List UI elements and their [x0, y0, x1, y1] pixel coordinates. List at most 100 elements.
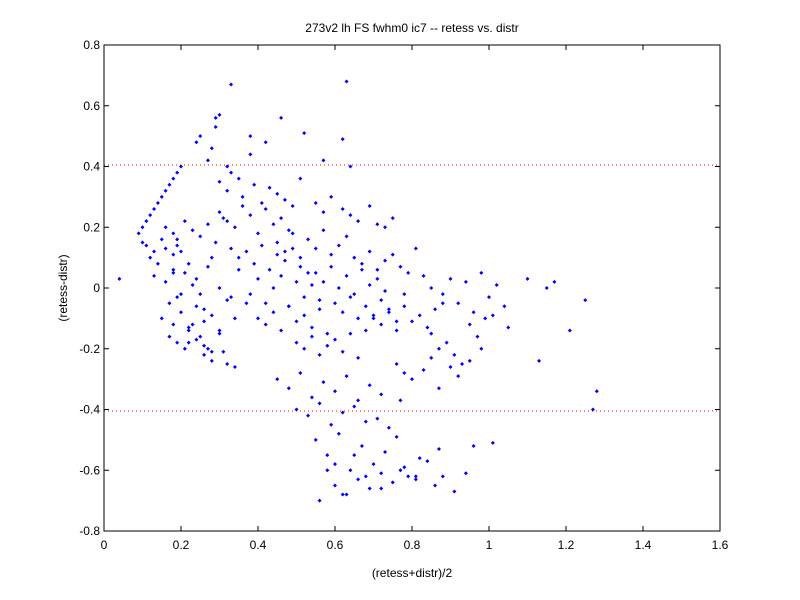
data-point [140, 240, 145, 245]
data-point [494, 282, 499, 287]
data-point [190, 322, 195, 327]
data-point [398, 264, 403, 269]
data-point [175, 340, 180, 345]
data-point [306, 237, 311, 242]
x-tick-label: 1.4 [635, 538, 652, 552]
data-point [282, 197, 287, 202]
data-point [390, 480, 395, 485]
data-point [186, 261, 191, 266]
data-point [429, 355, 434, 360]
data-point [379, 486, 384, 491]
plot-area [104, 45, 720, 531]
data-point [367, 486, 372, 491]
data-point [456, 301, 461, 306]
data-point [456, 374, 461, 379]
data-point [306, 413, 311, 418]
data-point [163, 225, 168, 230]
data-point [159, 316, 164, 321]
data-point [383, 450, 388, 455]
data-point [317, 298, 322, 303]
data-point [194, 337, 199, 342]
data-point [344, 79, 349, 84]
data-point [321, 210, 326, 215]
data-point [452, 352, 457, 357]
data-point [333, 483, 337, 488]
data-point [190, 228, 195, 233]
data-point [487, 295, 491, 300]
data-point [479, 270, 484, 275]
data-point [421, 368, 426, 373]
data-point [406, 474, 411, 479]
data-point [340, 207, 345, 212]
data-point [367, 282, 372, 287]
data-point [333, 462, 337, 467]
data-point [483, 316, 488, 321]
data-point [317, 307, 322, 312]
data-point [209, 255, 214, 260]
data-point [302, 313, 307, 318]
x-tick-label: 1.2 [558, 538, 575, 552]
data-point [356, 355, 361, 360]
data-point [194, 304, 199, 309]
data-point [275, 191, 280, 196]
data-point [155, 200, 160, 205]
data-point [136, 231, 141, 236]
data-point [205, 222, 210, 227]
data-point [179, 292, 183, 297]
data-point [148, 255, 153, 260]
data-point [371, 313, 376, 318]
data-point [171, 322, 176, 327]
data-point [229, 170, 234, 175]
data-point [348, 468, 353, 473]
data-point [467, 358, 472, 363]
data-point [413, 474, 418, 479]
data-point [298, 176, 303, 181]
data-point [252, 182, 257, 187]
data-point [298, 255, 303, 260]
data-point [386, 310, 391, 315]
data-point [263, 322, 268, 327]
data-point [271, 286, 276, 290]
data-point [413, 477, 418, 482]
data-point [325, 331, 330, 336]
data-point [471, 310, 476, 315]
data-point [436, 346, 441, 351]
data-point [167, 182, 172, 187]
data-point [352, 255, 357, 260]
data-point [340, 310, 345, 315]
data-point [448, 364, 453, 369]
data-point [336, 243, 341, 248]
data-point [333, 389, 337, 394]
data-point [421, 273, 426, 278]
data-point [167, 301, 172, 306]
data-point [356, 398, 361, 403]
data-point [475, 334, 480, 339]
data-point [248, 213, 253, 218]
data-point [236, 267, 241, 272]
data-point [567, 328, 572, 333]
data-point [186, 340, 191, 345]
data-point [209, 313, 214, 318]
x-axis-label: (retess+distr)/2 [372, 566, 453, 580]
data-point [433, 483, 438, 488]
data-point [398, 468, 403, 473]
data-point [152, 249, 157, 254]
data-point [282, 258, 287, 263]
data-point [282, 249, 287, 254]
data-point [425, 459, 430, 464]
data-point [329, 252, 334, 257]
x-tick-label: 0 [101, 538, 108, 552]
data-point [302, 295, 307, 300]
data-point [594, 389, 599, 394]
chart-title: 273v2 lh FS fwhm0 ic7 -- retess vs. dist… [305, 21, 518, 35]
data-point [552, 279, 557, 284]
data-point [248, 292, 253, 297]
data-point [198, 334, 203, 339]
data-point [298, 371, 303, 376]
x-tick-label: 0.8 [404, 538, 421, 552]
data-point [309, 282, 314, 287]
data-point [417, 313, 422, 318]
data-point [383, 258, 388, 263]
data-point [275, 240, 280, 245]
